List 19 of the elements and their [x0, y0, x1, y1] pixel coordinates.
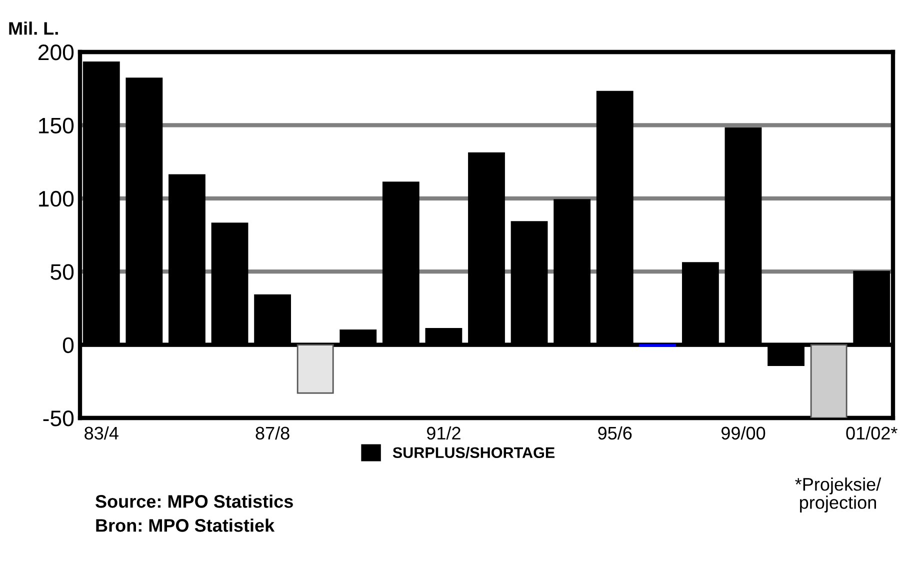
- legend-label: SURPLUS/SHORTAGE: [392, 446, 555, 458]
- text: Bron: MPO Statistiek: [96, 518, 275, 532]
- y-tick-label: 200: [38, 44, 74, 60]
- bar: [296, 344, 334, 394]
- y-tick-label: 150: [39, 118, 74, 134]
- y-tick-label: 0: [62, 337, 74, 354]
- text: *Projeksie/ projection: [795, 478, 882, 512]
- source-note: Source: MPO Statistics: [96, 494, 293, 508]
- y-tick-label: -50: [43, 410, 74, 426]
- y-axis-title: Mil. L.: [9, 22, 58, 35]
- bar: [810, 344, 848, 418]
- y-tick-label: 50: [50, 264, 74, 280]
- x-tick-label: 91/2: [426, 426, 460, 440]
- x-tick-label: 95/6: [598, 426, 632, 440]
- x-tick-label: 01/02*: [846, 426, 898, 440]
- x-tick-label: 83/4: [84, 426, 118, 440]
- x-tick-label: 87/8: [256, 426, 290, 440]
- y-tick-label: 100: [39, 190, 74, 207]
- x-tick-label: 99/00: [721, 426, 766, 440]
